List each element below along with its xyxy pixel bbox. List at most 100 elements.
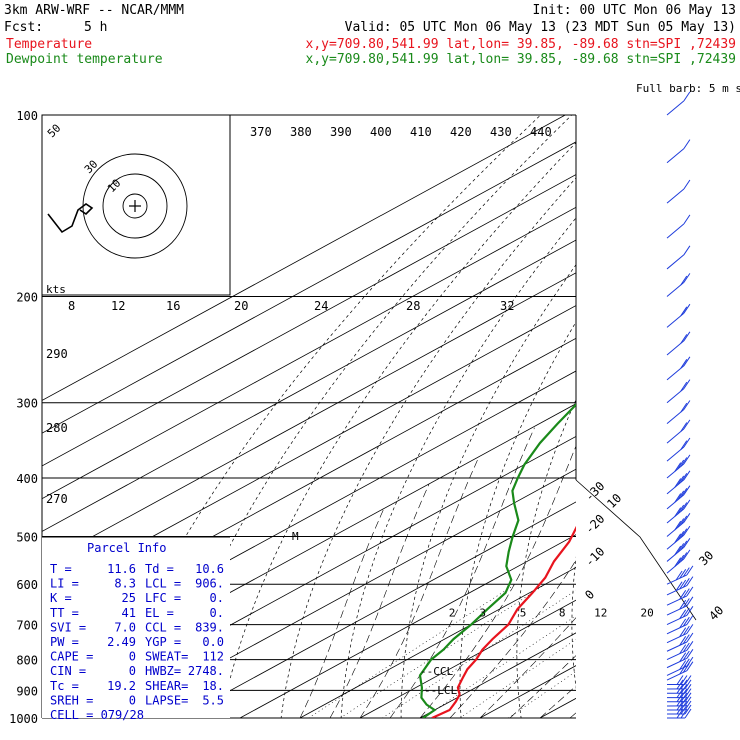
parcel-row-value: 25 [122,591,136,605]
wind-barb-flag [682,625,690,636]
wind-barb-flag [677,531,685,541]
parcel-row-label: SHEAR= [145,679,188,693]
mixing-ratio-label: 3 [479,607,486,620]
wind-barb [666,179,691,204]
wind-barb-flag [677,543,685,553]
adiabat-label: 280 [46,421,68,435]
wind-barb-flag [686,615,694,625]
wind-barb-flag [674,520,682,531]
dry-adiabat [516,398,576,718]
wind-barb-flag [683,470,691,481]
init-time: Init: 00 UTC Mon 06 May 13 [533,3,737,18]
wind-barb-shaft [666,148,685,164]
dry-adiabat [400,264,576,718]
parcel-row-label: YGP = [145,635,181,649]
right-temp-label: -20 [582,512,607,537]
wind-barb-flag [683,303,691,314]
theta-label: 420 [450,125,472,139]
wind-barb [666,400,691,425]
parcel-row-value: 839. [195,620,224,634]
model-title: 3km ARW-WRF -- NCAR/MMM [4,3,184,18]
isotherm-line [42,272,576,565]
wind-barb-flag [683,419,691,430]
wind-barb-flag [686,661,694,671]
isotherm-line [359,599,576,718]
isotherm-line [42,174,576,467]
isotherm-line [42,305,576,598]
wind-barb-flag [683,485,691,495]
wind-barb [666,245,691,270]
wind-barb-flag [677,459,685,470]
moist-adiabat [389,427,535,718]
wind-barb [666,214,691,239]
wind-barb [666,615,694,635]
wind-barb-flag [686,624,694,634]
pressure-tick-label: 500 [16,530,38,544]
wind-barb [666,538,691,562]
wind-barb-flag [684,684,692,694]
isotherm-line [42,239,576,532]
wind-barb-shaft [666,223,685,239]
wind-barb-flag [676,704,684,715]
wind-barb-flag [677,504,685,515]
mixing-ratio-label: 12 [594,607,607,620]
wind-barb [666,525,691,550]
mixing-ratio-line [340,583,546,718]
wind-barb-flag [682,588,690,598]
parcel-row-value: 7.0 [114,620,136,634]
hodograph-speed-label: 32 [500,299,514,313]
wind-barb-flag [683,538,691,548]
pressure-tick-label: 300 [16,397,38,411]
wind-barb [666,485,691,510]
wind-barb [666,499,691,524]
mixing-ratio-label: 5 [520,607,527,620]
adiabat-label: 270 [46,492,68,506]
hodograph-trace [47,203,94,234]
wind-barb-flag [680,402,688,413]
wind-barb [666,661,694,681]
wind-barb-flag [677,554,685,565]
parcel-row-label: SREH = [50,693,93,707]
wind-barb-flag [682,616,690,627]
wind-barb-flag [680,359,688,369]
theta-label: 440 [530,125,552,139]
wind-barb-flag [683,91,691,102]
wind-barb-flag [680,515,688,526]
isotherm-line [42,115,566,401]
dry-adiabat [340,217,576,718]
parcel-row-label: T = [50,562,72,576]
wind-barb-flag [686,586,694,597]
dry-adiabat [727,115,740,731]
wind-barb-flag [680,675,688,685]
wind-barb-flag [680,275,688,286]
hodograph-frame [41,114,231,296]
wind-barb [666,419,691,444]
wind-barb [666,641,694,661]
parcel-row-value: 18. [202,679,224,693]
right-temp-label: 30 [696,548,716,568]
theta-label: 390 [330,125,352,139]
isotherm-line [119,468,576,718]
wind-barb-flag [680,422,688,432]
wind-barb-flag [680,488,688,498]
isotherm-line [59,436,576,718]
isotherm-line [539,697,576,718]
theta-label: 370 [250,125,272,139]
dewpoint-legend: Dewpoint temperature [6,52,163,67]
wind-barb [666,470,691,495]
sounding-profiles [418,403,576,718]
wind-barb [666,565,694,585]
wind-barb-flag [682,642,690,653]
parcel-row-label: HWBZ= [145,664,181,678]
wind-barb-flag [686,606,694,616]
wind-barb-shaft [666,254,685,270]
wind-barb-flag [686,565,694,576]
wind-barb [666,139,691,164]
hodograph-speed-label: 8 [68,299,75,313]
location-red: x,y=709.80,541.99 lat,lon= 39.85, -89.68… [306,37,736,52]
right-temp-label: -10 [582,544,607,569]
wind-barb-flag [683,273,691,283]
moist-adiabat [569,712,576,718]
isotherm-line [299,566,576,718]
